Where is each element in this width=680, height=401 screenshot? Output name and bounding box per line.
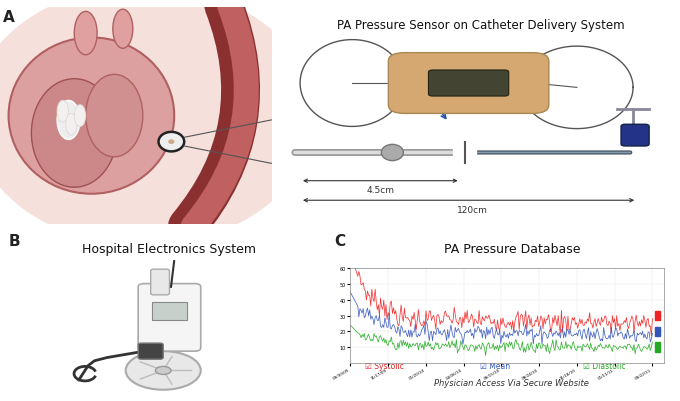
- Text: Physician Access Via Secure Website: Physician Access Via Secure Website: [435, 378, 589, 387]
- Ellipse shape: [74, 12, 97, 56]
- Text: Hospital Electronics System: Hospital Electronics System: [82, 242, 256, 255]
- Text: ☑ Mean: ☑ Mean: [479, 362, 510, 371]
- FancyBboxPatch shape: [0, 229, 326, 398]
- FancyBboxPatch shape: [388, 53, 549, 114]
- Ellipse shape: [66, 114, 77, 136]
- Ellipse shape: [0, 0, 314, 246]
- Ellipse shape: [113, 10, 133, 49]
- Ellipse shape: [86, 75, 143, 158]
- Bar: [655, 327, 660, 336]
- FancyArrowPatch shape: [188, 6, 241, 227]
- FancyBboxPatch shape: [428, 71, 509, 97]
- Text: ☑ Diastolic: ☑ Diastolic: [583, 362, 626, 371]
- Text: B: B: [8, 233, 20, 248]
- Ellipse shape: [168, 140, 175, 145]
- FancyBboxPatch shape: [152, 302, 186, 320]
- Circle shape: [126, 351, 201, 390]
- Ellipse shape: [57, 101, 69, 123]
- Bar: [655, 311, 660, 320]
- FancyBboxPatch shape: [323, 229, 680, 398]
- Text: PA Pressure Database: PA Pressure Database: [443, 242, 580, 255]
- Ellipse shape: [9, 38, 174, 194]
- Text: PA Pressure Sensor on Catheter Delivery System: PA Pressure Sensor on Catheter Delivery …: [337, 19, 624, 32]
- FancyArrowPatch shape: [193, 6, 246, 227]
- Ellipse shape: [31, 79, 117, 188]
- Text: A: A: [3, 10, 15, 25]
- Ellipse shape: [57, 101, 80, 140]
- Circle shape: [158, 132, 184, 152]
- Bar: [655, 342, 660, 352]
- Text: 4.5cm: 4.5cm: [367, 186, 394, 194]
- FancyBboxPatch shape: [138, 284, 201, 351]
- FancyBboxPatch shape: [151, 269, 169, 295]
- Polygon shape: [300, 41, 405, 127]
- Text: C: C: [335, 233, 345, 248]
- Polygon shape: [521, 47, 633, 129]
- Text: 120cm: 120cm: [457, 205, 488, 214]
- FancyBboxPatch shape: [138, 343, 163, 359]
- Text: ☑ Systolic: ☑ Systolic: [365, 362, 404, 371]
- FancyBboxPatch shape: [621, 125, 649, 147]
- FancyBboxPatch shape: [260, 4, 680, 231]
- Ellipse shape: [381, 145, 403, 161]
- Ellipse shape: [74, 105, 86, 127]
- Circle shape: [155, 367, 171, 375]
